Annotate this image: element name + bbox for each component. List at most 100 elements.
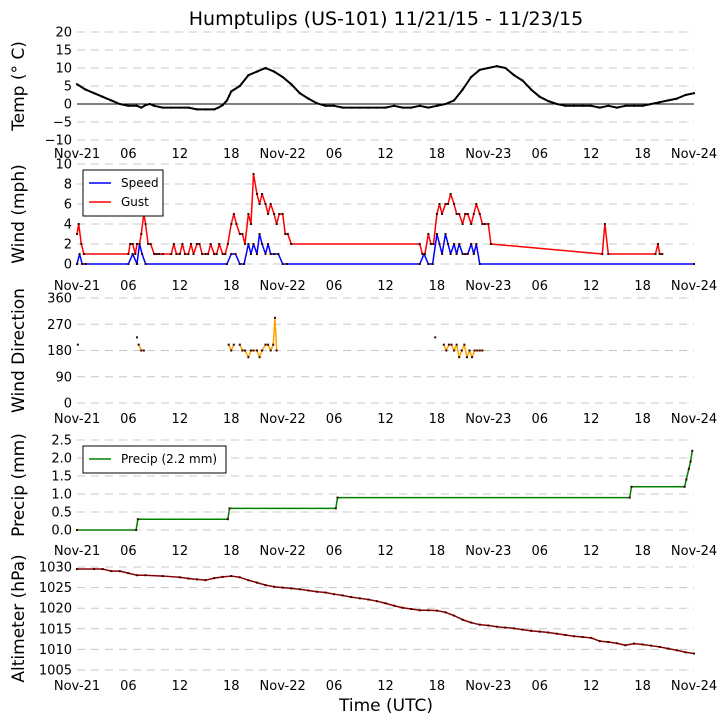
data-point [209, 243, 212, 245]
data-point [286, 233, 289, 235]
data-point [269, 349, 272, 352]
x-tick-label: 06 [120, 147, 137, 162]
data-point [110, 570, 113, 573]
data-point [581, 104, 584, 107]
data-point [127, 104, 130, 107]
data-point [455, 213, 458, 215]
data-point [465, 356, 468, 359]
y-tick-label: 90 [55, 370, 72, 385]
data-point [675, 649, 678, 652]
data-point [135, 529, 138, 531]
data-point [189, 243, 192, 245]
data-point [458, 213, 461, 215]
data-point [218, 243, 221, 245]
data-point [555, 632, 558, 635]
data-point [334, 507, 337, 510]
data-point [135, 104, 138, 107]
data-point [458, 356, 461, 359]
x-tick-label: Nov-24 [671, 679, 717, 694]
data-point [460, 349, 463, 352]
x-tick-label: 06 [326, 147, 343, 162]
data-point [80, 243, 83, 245]
data-point [530, 88, 533, 91]
data-point [161, 106, 164, 109]
y-tick-label: 10 [55, 62, 72, 77]
x-tick-label: 12 [377, 279, 394, 294]
x-tick-label: 12 [377, 679, 394, 694]
data-point [590, 104, 593, 107]
data-point [598, 106, 601, 109]
panel-alt: 1005 1010 1015 1020 1025 1030 Nov-21 06 12 18 Nov-… [9, 554, 717, 694]
data-point [564, 104, 567, 107]
y-tick-label: 1015 [39, 622, 72, 637]
x-tick-label: 18 [223, 679, 240, 694]
data-point [418, 104, 421, 107]
data-point [207, 253, 210, 255]
data-point [427, 609, 430, 612]
data-point [187, 253, 190, 255]
y-tick-label: 15 [55, 44, 72, 59]
data-point [238, 343, 241, 346]
x-tick-label: 12 [172, 544, 189, 559]
data-point [333, 593, 336, 596]
data-point [601, 253, 604, 255]
x-tick-label: 12 [172, 279, 189, 294]
data-point [458, 243, 461, 245]
data-point [478, 349, 481, 352]
y-axis-label: Wind Direction [9, 288, 29, 413]
data-point [453, 349, 456, 352]
data-point [473, 349, 476, 352]
data-point [135, 574, 138, 577]
data-point [453, 203, 456, 205]
data-point [255, 581, 258, 584]
panel-wind: 0 2 4 6 8 10 Nov-21 06 12 18 Nov-22 06 12 18 Nov-23 06 1… [9, 158, 717, 295]
data-point [158, 253, 161, 255]
data-point [161, 575, 164, 578]
x-tick-label: Nov-23 [465, 279, 511, 294]
data-point [489, 243, 492, 245]
data-point [455, 343, 458, 346]
data-point [284, 233, 287, 235]
data-point [148, 103, 151, 105]
data-point [350, 596, 353, 599]
data-point [464, 213, 467, 215]
y-tick-label: 0 [64, 98, 72, 113]
data-point [118, 570, 121, 573]
data-point [142, 349, 145, 352]
data-point [401, 106, 404, 109]
data-point [241, 233, 244, 235]
data-point [435, 233, 438, 235]
data-point [650, 644, 653, 647]
data-point [435, 104, 438, 107]
data-point [393, 604, 396, 607]
data-point [227, 343, 230, 346]
data-point [307, 97, 310, 100]
data-point [77, 223, 80, 225]
data-point [684, 94, 687, 96]
x-tick-label: 06 [531, 279, 548, 294]
data-point [243, 243, 246, 245]
data-point [198, 243, 201, 245]
x-tick-label: 18 [223, 147, 240, 162]
x-tick-label: Nov-21 [54, 412, 100, 427]
data-point [290, 83, 293, 86]
data-point [187, 106, 190, 109]
x-tick-label: Nov-23 [465, 544, 511, 559]
series-line-direction [443, 343, 483, 358]
data-point [598, 640, 601, 643]
series-line-speed [76, 233, 694, 265]
y-tick-label: −5 [53, 116, 72, 131]
x-tick-label: 06 [120, 279, 137, 294]
data-point [555, 103, 558, 105]
data-point [641, 104, 644, 107]
x-tick-label: 18 [223, 544, 240, 559]
data-point [447, 243, 450, 245]
data-point [278, 213, 281, 215]
x-tick-label: 12 [583, 544, 600, 559]
y-tick-label: 10 [55, 158, 72, 173]
x-tick-label: 06 [531, 679, 548, 694]
data-point [277, 253, 280, 255]
y-tick-label: 2.5 [51, 434, 72, 449]
